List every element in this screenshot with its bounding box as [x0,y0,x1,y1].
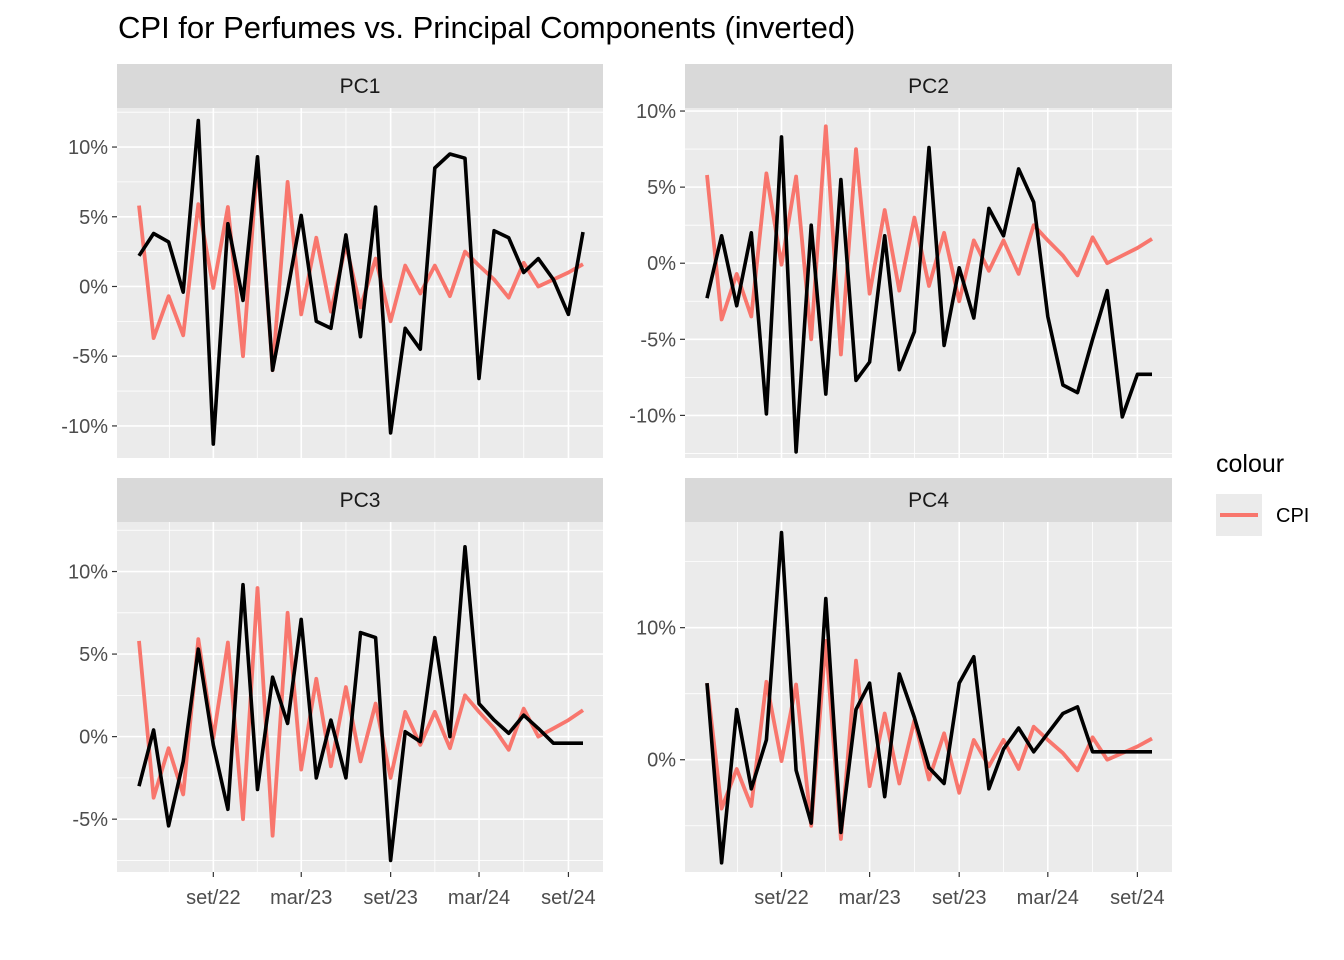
y-tick-label: -5% [640,329,676,351]
legend: colour CPI [1216,450,1309,536]
x-tick-label: set/23 [363,887,417,909]
y-tick-label: 5% [79,207,108,229]
y-tick-label: 10% [68,562,108,584]
x-tick-label: set/22 [186,887,240,909]
series-line-pc3 [137,544,583,863]
facet-strip [685,478,1172,522]
panel-pc4: PC4 0% 10% set/22 mar/23 set/23 mar/24 set/24 [636,478,1172,909]
series-line-pc2 [705,135,1152,454]
panel-pc3: PC3 -5% 0% 5% 10% set/22 mar/23 set/23 mar/24 set… [68,478,603,909]
series-line-cpi [137,159,584,373]
x-tick-label: mar/24 [448,887,510,909]
y-tick-label: -10% [61,416,108,438]
x-tick-label: mar/24 [1017,887,1079,909]
facet-strip-label: PC1 [340,75,381,98]
panels-layer: PC1 -10% -5% 0% 5% 10% PC2 -10% -5% 0% 5% 10% PC3 -5%… [61,64,1172,909]
legend-label-cpi: CPI [1276,505,1309,527]
series-line-cpi [705,639,1153,841]
facet-strip [117,478,603,522]
y-tick-label: 5% [79,644,108,666]
facet-strip-label: PC3 [340,489,381,512]
facet-strip-label: PC4 [908,489,949,512]
y-tick-label: -10% [629,405,676,427]
series-line-cpi [705,124,1154,357]
panel-pc1: PC1 -10% -5% 0% 5% 10% [61,64,603,458]
panel-background [117,522,603,872]
x-tick-label: set/23 [932,887,986,909]
legend-title: colour [1216,450,1284,478]
y-tick-label: 10% [68,137,108,159]
y-tick-label: 10% [636,618,676,640]
series-line-pc1 [137,118,585,446]
y-tick-label: 10% [636,101,676,123]
x-tick-label: mar/23 [270,887,332,909]
y-tick-label: 0% [647,750,676,772]
facet-strip [117,64,603,108]
facet-strip [685,64,1172,108]
series-line-pc4 [705,530,1152,865]
x-tick-label: mar/23 [838,887,900,909]
x-tick-label: set/24 [1110,887,1164,909]
facet-strip-label: PC2 [908,75,949,98]
y-tick-label: 0% [79,276,108,298]
x-tick-label: set/24 [541,887,595,909]
y-tick-label: 5% [647,177,676,199]
chart-title: CPI for Perfumes vs. Principal Component… [118,10,856,45]
x-tick-label: set/22 [754,887,808,909]
panel-background [117,108,603,458]
panel-pc2: PC2 -10% -5% 0% 5% 10% [629,64,1172,458]
panel-background [685,522,1172,872]
y-tick-label: -5% [72,809,108,831]
y-tick-label: 0% [647,253,676,275]
y-tick-label: -5% [72,346,108,368]
y-tick-label: 0% [79,727,108,749]
